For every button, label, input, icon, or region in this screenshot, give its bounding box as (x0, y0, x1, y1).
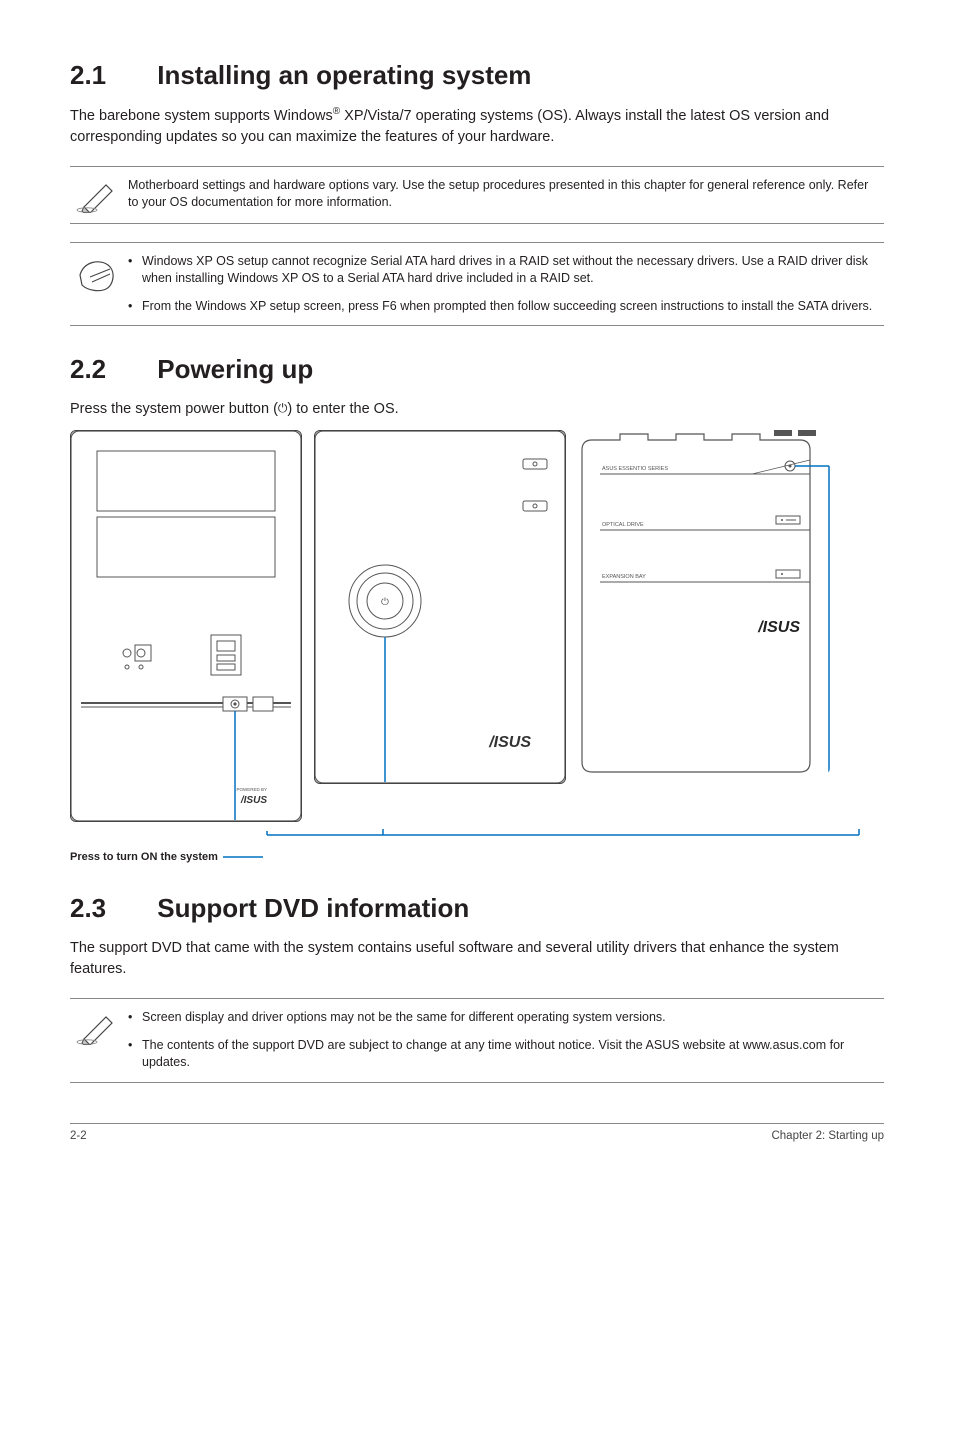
figure-panel-2: ⏻ /ISUS (314, 430, 566, 789)
svg-text:/ISUS: /ISUS (240, 795, 267, 806)
note-bullet: Windows XP OS setup cannot recognize Ser… (128, 253, 878, 288)
note-box-pencil: Motherboard settings and hardware option… (70, 166, 884, 224)
svg-text:⏻: ⏻ (381, 597, 389, 608)
s1-paragraph: The barebone system supports Windows® XP… (70, 105, 884, 148)
pencil-icon (76, 177, 128, 213)
section-heading-2-1: 2.1 Installing an operating system (70, 60, 884, 91)
note-bullet: Screen display and driver options may no… (128, 1009, 878, 1027)
note-bullet: From the Windows XP setup screen, press … (128, 298, 878, 316)
section-number: 2.3 (70, 893, 150, 924)
text: Press the system power button ( (70, 401, 278, 417)
svg-text:POWERED BY: POWERED BY (236, 787, 267, 792)
s3-paragraph: The support DVD that came with the syste… (70, 938, 884, 980)
text: ) to enter the OS. (287, 401, 398, 417)
svg-text:ASUS ESSENTIO SERIES: ASUS ESSENTIO SERIES (602, 466, 668, 472)
figure-panel-3: ASUS ESSENTIO SERIES OPTICAL DRIVE EXPAN… (578, 430, 830, 779)
svg-text:/ISUS: /ISUS (488, 734, 531, 751)
section-title: Support DVD information (157, 893, 469, 923)
caption-text: Press to turn ON the system (70, 851, 218, 863)
figure-row: POWERED BY /ISUS ⏻ /ISUS (70, 430, 884, 827)
svg-text:OPTICAL DRIVE: OPTICAL DRIVE (602, 522, 644, 528)
note-bullet: The contents of the support DVD are subj… (128, 1037, 878, 1072)
figure-indicator-bar (70, 829, 860, 847)
note-text: Screen display and driver options may no… (128, 1009, 878, 1072)
hand-icon (76, 253, 128, 295)
s2-paragraph: Press the system power button (⏻) to ent… (70, 399, 884, 420)
footer-chapter: Chapter 2: Starting up (771, 1130, 884, 1142)
page-footer: 2-2 Chapter 2: Starting up (70, 1123, 884, 1142)
text: The barebone system supports Windows (70, 108, 333, 124)
svg-text:EXPANSION BAY: EXPANSION BAY (602, 574, 646, 580)
section-title: Installing an operating system (157, 60, 531, 90)
pencil-icon (76, 1009, 128, 1045)
figure-panel-1: POWERED BY /ISUS (70, 430, 302, 827)
section-heading-2-3: 2.3 Support DVD information (70, 893, 884, 924)
footer-page-number: 2-2 (70, 1130, 87, 1142)
note-box-hand: Windows XP OS setup cannot recognize Ser… (70, 242, 884, 327)
svg-text:/ISUS: /ISUS (757, 619, 800, 636)
figure-caption: Press to turn ON the system (70, 851, 884, 863)
section-title: Powering up (157, 354, 313, 384)
section-number: 2.1 (70, 60, 150, 91)
note-text: Motherboard settings and hardware option… (128, 177, 878, 212)
section-number: 2.2 (70, 354, 150, 385)
power-icon: ⏻ (278, 401, 288, 415)
note-text: Windows XP OS setup cannot recognize Ser… (128, 253, 878, 316)
note-box-pencil: Screen display and driver options may no… (70, 998, 884, 1083)
section-heading-2-2: 2.2 Powering up (70, 354, 884, 385)
